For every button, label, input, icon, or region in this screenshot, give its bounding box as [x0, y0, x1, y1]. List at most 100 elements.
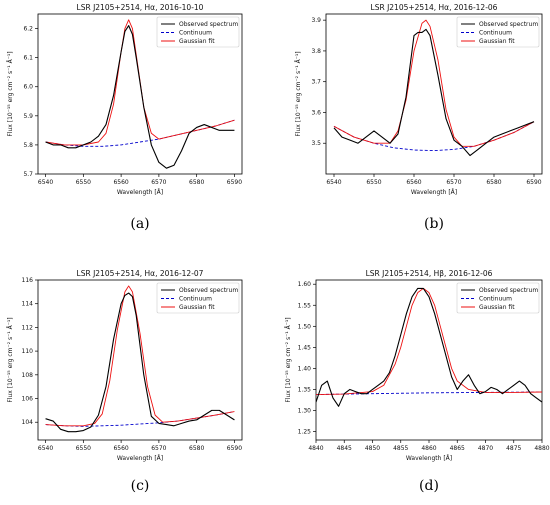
y-tick-label: 6.1	[23, 55, 33, 62]
plot-frame	[37, 13, 243, 175]
panel-caption: (c)	[131, 478, 150, 494]
x-tick-label: 6590	[526, 179, 541, 186]
y-axis-label: Flux [10⁻¹⁵ erg cm⁻² s⁻¹ Å⁻¹]	[295, 51, 302, 136]
chart-panel-1: LSR J2105+2514, Hα, 2016-10-10 6540 6550 65…	[7, 3, 243, 232]
chart-panel-2: LSR J2105+2514, Hα, 2016-12-06 6540 6550 65…	[295, 3, 543, 232]
x-tick-label: 4880	[534, 445, 549, 452]
y-tick-label: 110	[22, 348, 34, 355]
y-tick-label: 1.35	[298, 386, 312, 393]
y-tick-label: 108	[22, 372, 34, 379]
legend-entry: Gaussian fit	[179, 38, 215, 45]
plot-frame	[325, 13, 543, 175]
x-tick-label: 6540	[38, 179, 53, 186]
y-tick-label: 3.9	[311, 17, 321, 24]
x-tick-label: 6580	[189, 179, 204, 186]
legend-entry: Gaussian fit	[179, 304, 215, 311]
legend-entry: Gaussian fit	[479, 304, 515, 311]
x-tick-label: 6560	[406, 179, 421, 186]
y-tick-label: 5.8	[23, 142, 33, 149]
panel-caption: (d)	[419, 478, 439, 494]
x-tick-label: 4850	[365, 445, 380, 452]
series-observed-spectrum	[333, 28, 535, 157]
chart-panel-3: LSR J2105+2514, Hα, 2016-12-07 6540 6550 65…	[7, 269, 243, 494]
y-tick-label: 6.2	[23, 26, 33, 33]
y-axis-label: Flux [10⁻¹⁵ erg cm⁻² s⁻¹ Å⁻¹]	[285, 317, 292, 402]
y-tick-label: 3.6	[311, 109, 321, 116]
chart-title: LSR J2105+2514, Hα, 2016-12-06	[371, 3, 498, 12]
x-tick-label: 4875	[506, 445, 521, 452]
y-tick-label: 1.40	[298, 365, 312, 372]
plot-frame	[37, 279, 243, 441]
legend-box	[156, 282, 240, 314]
y-tick-label: 6.0	[23, 84, 33, 91]
x-tick-label: 6590	[227, 445, 242, 452]
y-tick-label: 114	[22, 301, 34, 308]
panel-caption: (b)	[424, 216, 444, 232]
x-tick-label: 6570	[151, 179, 166, 186]
series-gaussian-fit	[333, 19, 535, 147]
x-tick-label: 6540	[38, 445, 53, 452]
y-tick-label: 1.50	[298, 323, 312, 330]
panel-caption: (a)	[130, 216, 149, 232]
x-tick-label: 4870	[478, 445, 493, 452]
x-tick-label: 4855	[393, 445, 408, 452]
y-tick-label: 112	[22, 324, 34, 331]
x-axis-label: Wavelength [Å]	[117, 189, 163, 196]
series-continuum	[45, 119, 235, 147]
chart-panel-4: LSR J2105+2514, Hβ, 2016-12-06 4840 4845 48…	[285, 269, 550, 494]
legend-entry: Observed spectrum	[479, 287, 538, 294]
y-tick-label: 1.30	[298, 408, 312, 415]
legend-box	[456, 16, 540, 48]
x-tick-label: 6550	[366, 179, 381, 186]
legend-entry: Continuum	[179, 30, 212, 37]
chart-title: LSR J2105+2514, Hα, 2016-10-10	[77, 3, 204, 12]
y-tick-label: 104	[22, 419, 34, 426]
legend-entry: Observed spectrum	[179, 287, 238, 294]
x-tick-label: 6570	[446, 179, 461, 186]
legend-entry: Continuum	[479, 30, 512, 37]
x-tick-label: 6590	[227, 179, 242, 186]
x-tick-label: 6560	[113, 179, 128, 186]
x-tick-label: 4845	[337, 445, 352, 452]
y-tick-label: 1.45	[298, 344, 312, 351]
x-tick-label: 6560	[113, 445, 128, 452]
y-tick-label: 116	[22, 277, 34, 284]
series-gaussian-fit	[45, 19, 235, 146]
legend-entry: Continuum	[479, 296, 512, 303]
x-tick-label: 6540	[326, 179, 341, 186]
y-tick-label: 5.7	[23, 171, 33, 178]
y-tick-label: 3.8	[311, 48, 321, 55]
series-observed-spectrum	[45, 292, 235, 433]
y-tick-label: 1.25	[298, 429, 312, 436]
legend-entry: Gaussian fit	[479, 38, 515, 45]
x-tick-label: 6570	[151, 445, 166, 452]
x-tick-label: 6550	[76, 179, 91, 186]
y-tick-label: 1.55	[298, 302, 312, 309]
y-tick-label: 5.9	[23, 113, 33, 120]
legend-box	[156, 16, 240, 48]
legend-entry: Observed spectrum	[479, 21, 538, 28]
series-observed-spectrum	[316, 287, 542, 407]
chart-title: LSR J2105+2514, Hα, 2016-12-07	[77, 269, 204, 278]
y-axis-label: Flux [10⁻¹⁵ erg cm⁻² s⁻¹ Å⁻¹]	[7, 317, 14, 402]
x-tick-label: 4860	[421, 445, 436, 452]
x-tick-label: 4840	[308, 445, 323, 452]
x-axis-label: Wavelength [Å]	[117, 455, 163, 462]
x-axis-label: Wavelength [Å]	[406, 455, 452, 462]
legend-entry: Observed spectrum	[179, 21, 238, 28]
series-observed-spectrum	[45, 25, 235, 169]
chart-title: LSR J2105+2514, Hβ, 2016-12-06	[366, 269, 493, 278]
y-tick-label: 3.7	[311, 79, 321, 86]
x-tick-label: 4865	[450, 445, 465, 452]
x-tick-label: 6550	[76, 445, 91, 452]
series-gaussian-fit	[316, 287, 542, 395]
y-tick-label: 1.60	[298, 281, 312, 288]
series-continuum	[316, 391, 542, 395]
x-tick-label: 6580	[189, 445, 204, 452]
x-axis-label: Wavelength [Å]	[411, 189, 457, 196]
x-tick-label: 6580	[486, 179, 501, 186]
y-tick-label: 106	[22, 396, 34, 403]
legend-entry: Continuum	[179, 296, 212, 303]
y-axis-label: Flux [10⁻¹⁵ erg cm⁻² s⁻¹ Å⁻¹]	[7, 51, 14, 136]
